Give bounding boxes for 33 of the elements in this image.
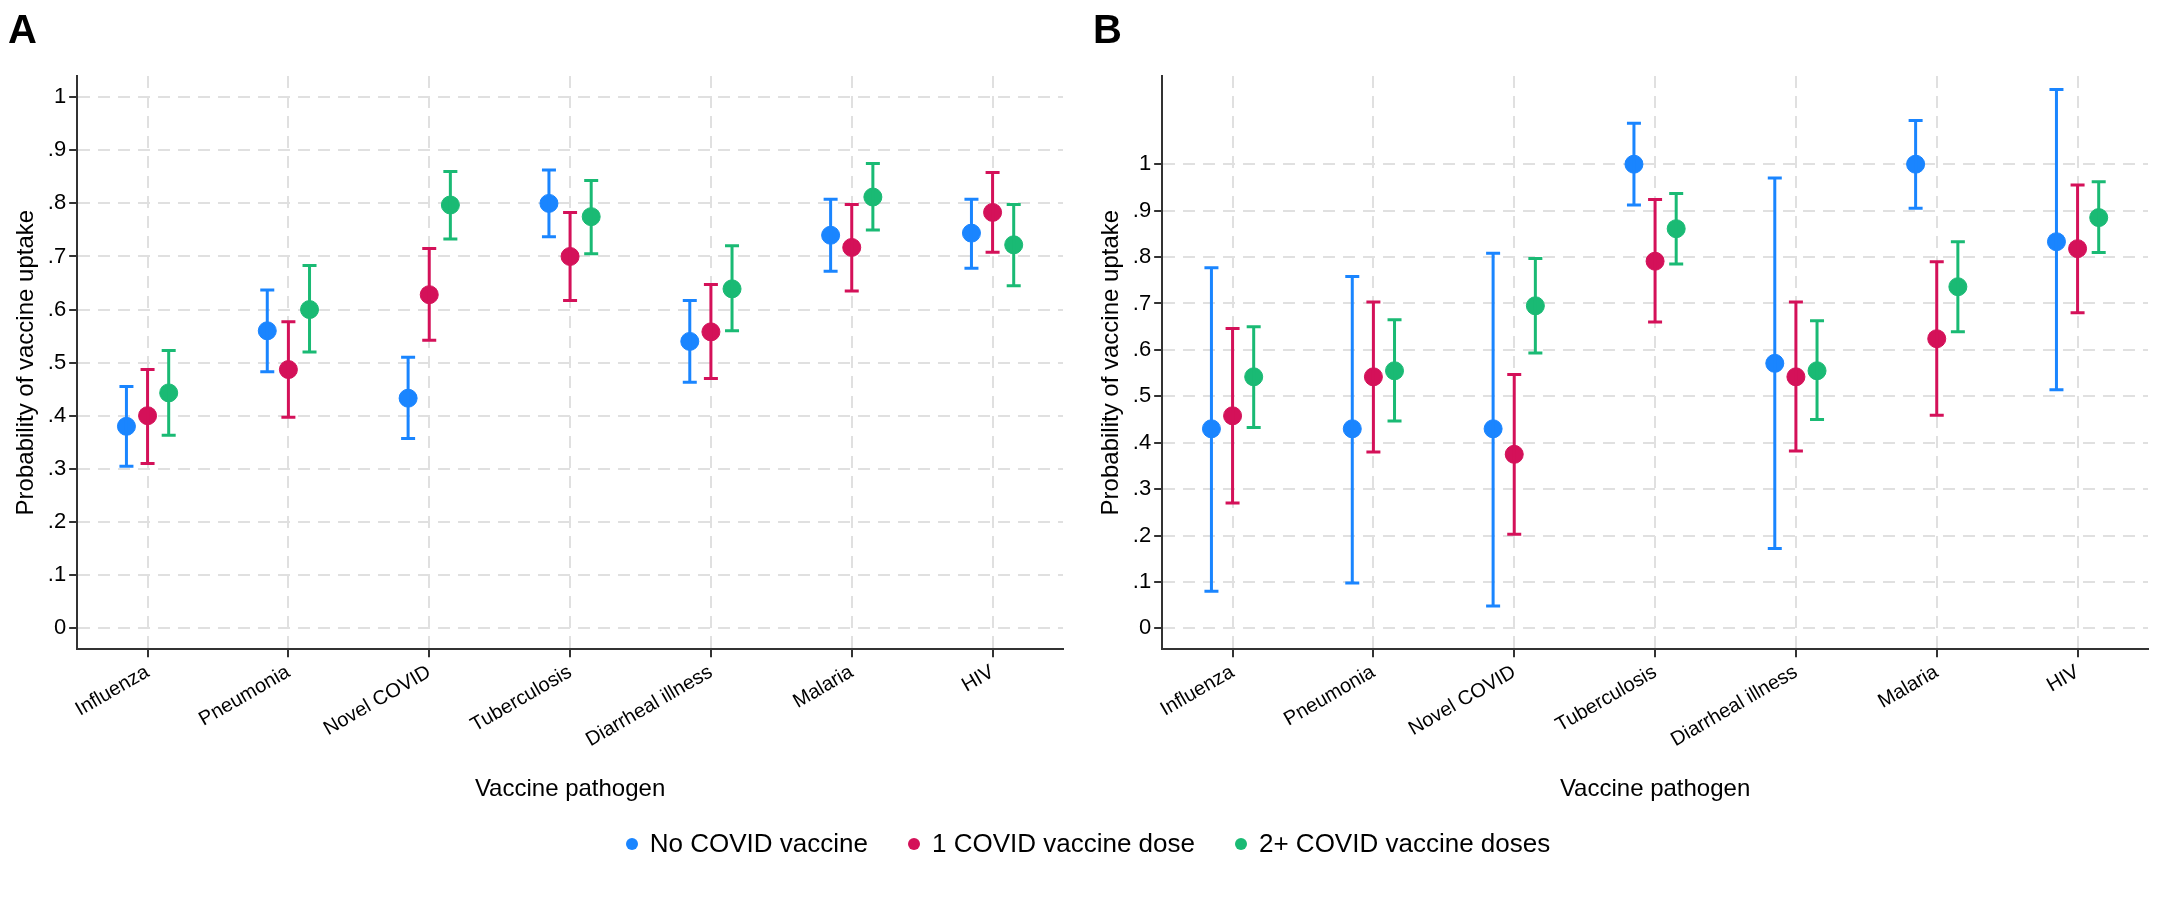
y-axis-title: Probability of vaccine uptake [11, 209, 39, 516]
y-tick-label: 1 [1138, 150, 1152, 176]
legend-label: 1 COVID vaccine dose [931, 828, 1195, 859]
y-tick-label: .3 [47, 454, 67, 480]
x-tick-label: HIV [957, 659, 998, 696]
y-tick-label: .3 [1132, 475, 1152, 501]
y-tick-label: .7 [47, 242, 67, 268]
y-tick-label: .6 [47, 295, 67, 321]
y-tick-label: .2 [47, 507, 67, 533]
y-tick-label: .5 [1132, 382, 1152, 408]
y-tick-label: .4 [1132, 428, 1152, 454]
y-tick-label: 0 [1138, 614, 1152, 640]
y-tick-label: .1 [1132, 568, 1152, 594]
y-tick-label: .6 [1132, 335, 1152, 361]
legend-label: No COVID vaccine [649, 828, 868, 859]
y-tick-label: .5 [47, 348, 67, 374]
y-tick-label: 0 [53, 614, 67, 640]
x-axis-title: Vaccine pathogen [1559, 774, 1751, 802]
y-tick-label: .1 [47, 561, 67, 587]
x-axis-title: Vaccine pathogen [474, 774, 666, 802]
y-axis-title: Probability of vaccine uptake [1096, 209, 1124, 516]
y-tick-label: .9 [47, 136, 67, 162]
legend-label: 2+ COVID vaccine doses [1259, 828, 1551, 859]
y-tick-label: .2 [1132, 521, 1152, 547]
chart-title: A [8, 7, 37, 52]
x-tick-label: HIV [2042, 659, 2083, 696]
y-tick-label: .7 [1132, 289, 1152, 315]
y-tick-label: .8 [47, 189, 67, 215]
chart-title: B [1093, 7, 1122, 52]
y-tick-label: .9 [1132, 196, 1152, 222]
y-tick-label: .4 [47, 401, 67, 427]
y-tick-label: 1 [53, 83, 67, 109]
y-tick-label: .8 [1132, 243, 1152, 269]
